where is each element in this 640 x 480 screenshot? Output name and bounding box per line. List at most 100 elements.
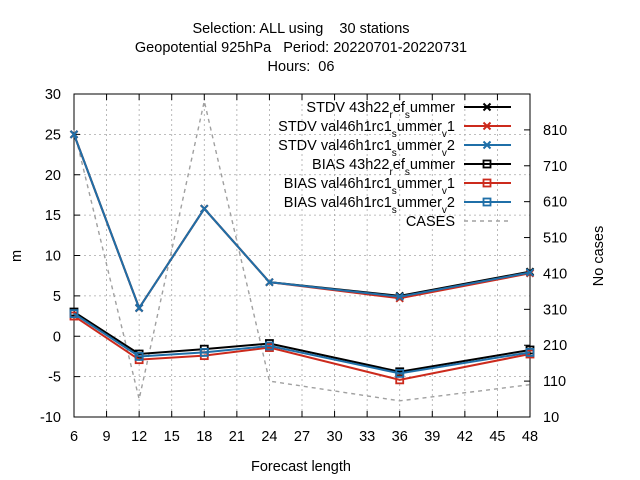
legend-label-part: ef [393, 157, 406, 173]
y2-tick-label: 110 [543, 374, 566, 390]
data-point-x-marker [482, 140, 492, 150]
y-tick-label: -10 [40, 410, 61, 426]
legend-label-part: 2 [447, 138, 455, 154]
legend-label: BIAS 43h22refsummer [312, 157, 455, 178]
x-tick-label: 9 [103, 429, 111, 445]
y2-tick-label: 410 [543, 266, 567, 282]
data-point-x-marker [482, 102, 492, 112]
series-line [73, 311, 531, 373]
data-point-x-marker [482, 121, 492, 131]
x-axis-label: Forecast length [251, 459, 351, 475]
x-tick-label: 6 [70, 429, 78, 445]
y-tick-label: 20 [45, 168, 61, 184]
x-tick-label: 15 [164, 429, 180, 445]
legend-entry: CASES [406, 214, 511, 230]
data-point-x-marker [200, 204, 209, 213]
data-point-square-marker [482, 159, 492, 169]
legend-label-part: s [405, 110, 410, 121]
series-layer [69, 101, 535, 402]
x-tick-label: 48 [522, 429, 538, 445]
y-axis-label: m [9, 250, 25, 262]
legend-label-part: s [392, 186, 397, 197]
legend-label-main: STDV val46h1rc1 [278, 138, 392, 154]
legend-label-part: 2 [447, 195, 455, 211]
data-point-x-marker [525, 268, 535, 277]
legend-label-part: ummer [397, 119, 442, 135]
plot-frame [73, 93, 531, 418]
grid [74, 94, 530, 417]
data-point-square-marker [134, 352, 144, 361]
data-point-square-marker [525, 347, 535, 357]
legend-label-part: s [392, 148, 397, 159]
data-point-x-marker [69, 130, 79, 139]
x-tick-label: 30 [327, 429, 343, 445]
y-tick-label: 5 [53, 289, 61, 305]
data-point-square-marker [199, 347, 209, 357]
y2-axis-label: No cases [591, 226, 607, 286]
chart-title-line-2: Geopotential 925hPa Period: 20220701-202… [135, 40, 467, 56]
legend-entry: STDV val46h1rc1summerv2 [278, 138, 511, 159]
data-point-square-marker [482, 197, 492, 207]
legend-label-part: 1 [447, 176, 455, 192]
legend-label-part: ummer [410, 157, 455, 173]
legend-label: STDV val46h1rc1summerv2 [278, 138, 455, 159]
data-point-square-marker [69, 309, 79, 319]
x-tick-label: 45 [489, 429, 505, 445]
x-tick-label: 18 [196, 429, 212, 445]
y-tick-label: 10 [45, 249, 61, 265]
legend-label-main: BIAS val46h1rc1 [284, 195, 392, 211]
legend-label: BIAS val46h1rc1summerv1 [284, 176, 455, 197]
x-tick-label: 21 [229, 429, 245, 445]
legend-label-part: v [442, 205, 447, 216]
legend-label-part: r [389, 167, 393, 178]
legend-label-part: r [389, 110, 393, 121]
series-line [73, 134, 531, 311]
data-point-square-marker [482, 178, 492, 188]
y-tick-label: 0 [53, 329, 61, 345]
y2-tick-label: 710 [543, 159, 567, 175]
legend-label: CASES [406, 214, 455, 230]
legend-label-part: s [392, 205, 397, 216]
legend-label-part: v [442, 129, 447, 140]
legend-label-part: ef [393, 100, 406, 116]
y2-tick-label: 310 [543, 302, 567, 318]
y2-tick-label: 810 [543, 123, 567, 139]
x-tick-label: 27 [294, 429, 310, 445]
y2-tick-label: 510 [543, 231, 567, 247]
legend-label: STDV val46h1rc1summerv1 [278, 119, 455, 140]
y2-tick-label: 210 [543, 338, 567, 354]
legend-label-part: ummer [397, 138, 442, 154]
y-tick-label: -5 [48, 370, 61, 386]
x-tick-label: 39 [424, 429, 440, 445]
legend-label-main: BIAS val46h1rc1 [284, 176, 392, 192]
y2-tick-label: 610 [543, 195, 567, 211]
x-ticks: 6 9 12 15 18 21 24 27 30 33 36 39 42 45 48 [70, 94, 538, 445]
legend-label-part: ummer [397, 176, 442, 192]
series-4 [69, 311, 535, 385]
series-line [73, 312, 531, 375]
x-tick-label: 12 [131, 429, 147, 445]
data-point-x-marker [134, 303, 144, 313]
y-tick-label: 15 [45, 208, 61, 224]
legend-entry: STDV 43h22refsummer [306, 100, 511, 121]
legend-label-part: v [442, 148, 447, 159]
legend-entry: BIAS val46h1rc1summerv1 [284, 176, 511, 197]
legend-label-main: BIAS 43h22 [312, 157, 389, 173]
chart-title-line-3: Hours: 06 [268, 59, 335, 75]
legend-label-main: CASES [406, 214, 455, 230]
series-5 [69, 309, 535, 378]
data-point-x-marker [395, 292, 404, 301]
series-2 [69, 130, 535, 313]
legend-label: BIAS val46h1rc1summerv2 [284, 195, 455, 216]
chart-title-line-1: Selection: ALL using 30 stations [192, 21, 409, 37]
legend-label-part: ummer [397, 195, 442, 211]
x-tick-label: 24 [261, 429, 277, 445]
legend-entry: BIAS 43h22refsummer [312, 157, 511, 178]
x-tick-label: 33 [359, 429, 375, 445]
legend-label-main: STDV val46h1rc1 [278, 119, 392, 135]
data-point-square-marker [265, 341, 274, 351]
legend-label-part: v [442, 186, 447, 197]
y-ticks: -10 -5 0 5 10 15 20 25 30 [40, 87, 80, 426]
